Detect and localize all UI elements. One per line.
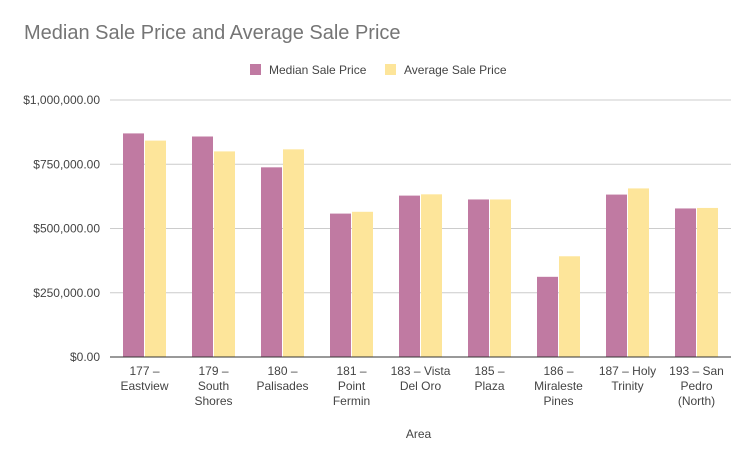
bar-average-4 [421,194,442,357]
x-axis-title: Area [406,427,432,441]
bar-average-6 [559,256,580,357]
bar-average-1 [214,151,235,357]
bar-average-0 [145,140,166,357]
x-tick-label: 180 – Palisades [256,364,308,393]
bar-median-5 [468,199,489,357]
x-tick-label-line: Fermin [333,394,370,408]
bar-median-3 [330,213,351,357]
x-tick-label-line: Pines [543,394,573,408]
bar-average-8 [697,207,718,357]
bar-median-1 [192,136,213,357]
x-tick-label: 187 – Holy Trinity [599,364,656,393]
bar-median-4 [399,195,420,357]
x-tick-label: 193 – San Pedro (North) [669,364,724,408]
x-tick-label-line: 183 – Vista [391,364,451,378]
x-tick-label-line: Eastview [120,379,168,393]
x-tick-label-line: 181 – [336,364,366,378]
legend-label-0: Median Sale Price [269,63,367,77]
x-tick-label: 177 – Eastview [120,364,168,393]
legend-swatch-0 [250,64,261,75]
x-tick-label-line: 186 – [543,364,573,378]
y-tick-label: $0.00 [70,350,100,364]
x-tick-label: 185 – Plaza [474,364,504,393]
bar-average-5 [490,199,511,357]
x-tick-label: 186 – Miraleste Pines [534,364,583,408]
y-tick-label: $250,000.00 [33,286,100,300]
x-tick-label-line: Miraleste [534,379,583,393]
x-tick-label-line: Point [338,379,366,393]
x-tick-label-line: Pedro [680,379,712,393]
chart-title: Median Sale Price and Average Sale Price [24,22,401,44]
bar-average-7 [628,188,649,357]
x-tick-label: 181 – Point Fermin [333,364,370,408]
bar-median-7 [606,194,627,357]
bar-median-2 [261,167,282,357]
x-tick-label-line: Trinity [611,379,643,393]
x-tick-label-line: Plaza [474,379,504,393]
legend-swatch-1 [385,64,396,75]
bar-median-8 [675,208,696,357]
x-tick-label-line: Palisades [256,379,308,393]
bar-average-2 [283,149,304,357]
y-tick-label: $500,000.00 [33,222,100,236]
x-tick-label-line: 187 – Holy [599,364,656,378]
x-tick-label-line: 185 – [474,364,504,378]
x-tick-label-line: 177 – [129,364,159,378]
bar-average-3 [352,211,373,357]
x-tick-label-line: Del Oro [400,379,442,393]
x-tick-label-line: (North) [678,394,715,408]
bar-median-6 [537,276,558,357]
legend-label-1: Average Sale Price [404,63,507,77]
y-tick-label: $750,000.00 [33,157,100,171]
x-tick-label-line: South [198,379,229,393]
x-tick-label-line: Shores [194,394,232,408]
x-tick-label-line: 179 – [198,364,228,378]
x-tick-label: 179 – South Shores [194,364,232,408]
x-tick-label-line: 180 – [267,364,297,378]
x-tick-label: 183 – Vista Del Oro [391,364,451,393]
x-tick-label-line: 193 – San [669,364,724,378]
y-tick-label: $1,000,000.00 [23,93,100,107]
bar-median-0 [123,133,144,357]
